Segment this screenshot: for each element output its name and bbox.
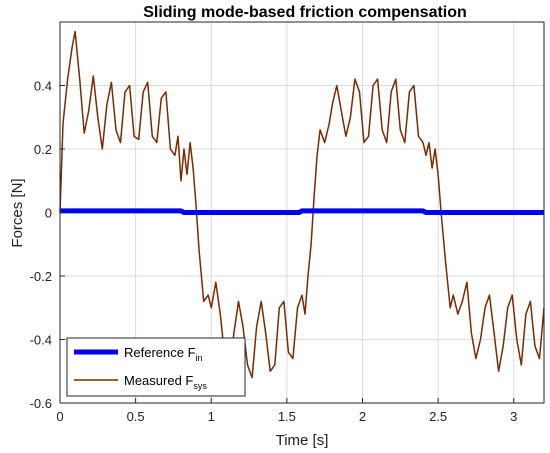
plot-frame bbox=[59, 21, 545, 404]
series-line-measured bbox=[59, 30, 545, 379]
y-tick-label: 0.4 bbox=[34, 79, 52, 94]
x-tick-label: 3 bbox=[510, 409, 517, 424]
y-tick-label: -0.4 bbox=[30, 333, 52, 348]
x-tick-label: 2.5 bbox=[429, 409, 447, 424]
legend-label-reference: Reference Fin bbox=[124, 345, 203, 363]
axis-ticks: 0 0.5 1 1.5 2 2.5 3 -0.6 -0.4 -0.2 0 0.2 0.4 bbox=[30, 79, 518, 425]
y-tick-label: -0.6 bbox=[30, 396, 52, 411]
legend-label-measured: Measured Fsys bbox=[124, 373, 207, 391]
y-tick-label: 0 bbox=[45, 206, 52, 221]
x-tick-label: 1 bbox=[208, 409, 215, 424]
y-tick-label: -0.2 bbox=[30, 269, 52, 284]
series-line-reference bbox=[60, 208, 544, 215]
chart-title: Sliding mode-based friction compensation bbox=[143, 4, 467, 21]
x-tick-label: 0 bbox=[56, 409, 63, 424]
x-tick-label: 2 bbox=[359, 409, 366, 424]
y-axis-label: Forces [N] bbox=[9, 178, 26, 247]
legend: Reference Fin Measured Fsys bbox=[66, 337, 246, 397]
series-group bbox=[59, 30, 545, 379]
x-tick-label: 0.5 bbox=[127, 409, 145, 424]
x-axis-label: Time [s] bbox=[276, 432, 329, 449]
x-tick-label: 1.5 bbox=[278, 409, 296, 424]
legend-box bbox=[66, 337, 246, 397]
y-tick-label: 0.2 bbox=[34, 142, 52, 157]
